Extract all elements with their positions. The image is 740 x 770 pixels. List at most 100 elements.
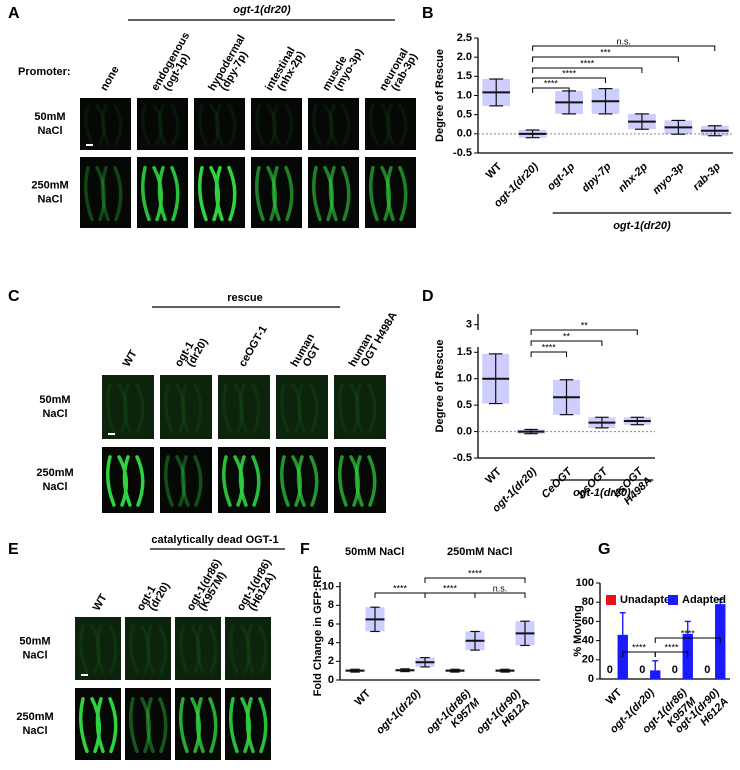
- micrograph: [175, 617, 221, 680]
- x-tick-label: rab-3p: [691, 160, 723, 192]
- worm: [214, 165, 224, 222]
- y-tick-label: 20: [582, 654, 594, 666]
- x-tick-label: ogt-1(dr20): [374, 687, 423, 736]
- panel-label: B: [422, 5, 434, 22]
- micrograph: [194, 98, 245, 150]
- worm: [251, 382, 261, 434]
- worm: [296, 455, 306, 507]
- column-label: WT: [121, 348, 140, 369]
- micrograph: [75, 617, 121, 680]
- worm: [122, 382, 132, 434]
- significance-label: ****: [562, 68, 577, 78]
- worm: [158, 624, 168, 675]
- worm: [367, 455, 377, 507]
- worm: [141, 104, 151, 146]
- worm: [90, 624, 102, 675]
- worm: [238, 382, 248, 434]
- micrograph: [218, 375, 270, 439]
- x-tick-label: ogt-1p: [545, 160, 577, 192]
- panel-header: rescue: [227, 292, 262, 304]
- row-label: 250mM: [36, 467, 73, 479]
- scale-bar: [81, 674, 88, 676]
- worm: [238, 455, 248, 507]
- y-tick-label: 0: [588, 673, 594, 685]
- worm: [95, 697, 105, 754]
- micrograph: [251, 98, 302, 150]
- worm: [296, 382, 306, 434]
- worm: [367, 382, 377, 434]
- group-label: ogt-1(dr20): [613, 220, 671, 232]
- x-tick-label: WT: [483, 465, 504, 486]
- worm: [271, 104, 281, 146]
- worm: [175, 382, 187, 434]
- y-tick-label: 60: [582, 615, 594, 627]
- y-tick-label: 100: [576, 577, 594, 589]
- row-label: NaCl: [42, 408, 67, 420]
- worm: [157, 104, 167, 146]
- worm: [222, 455, 232, 507]
- value-label: 0: [639, 664, 645, 676]
- worm: [108, 697, 118, 754]
- y-tick-label: 4: [328, 637, 335, 649]
- y-tick-label: 0.5: [457, 109, 472, 121]
- bracket: [532, 77, 606, 83]
- worm: [354, 455, 364, 507]
- worm: [398, 104, 408, 146]
- worm: [208, 624, 218, 675]
- bracket: [532, 67, 643, 73]
- worm: [369, 104, 379, 146]
- x-tick-label: WT: [604, 686, 625, 707]
- worm: [195, 624, 205, 675]
- y-tick-label: 10: [322, 581, 334, 593]
- micrograph: [160, 375, 212, 439]
- worm: [79, 697, 89, 754]
- micrograph: [334, 375, 386, 439]
- significance-label: ****: [580, 58, 595, 68]
- row-label: 50mM: [39, 394, 70, 406]
- significance-label: ****: [664, 642, 679, 652]
- worm: [164, 382, 174, 434]
- worm: [258, 624, 268, 675]
- worm: [152, 104, 164, 146]
- micrograph: [80, 98, 131, 150]
- significance-label: **: [581, 320, 589, 330]
- significance-label: ****: [393, 583, 408, 593]
- significance-label: **: [563, 331, 571, 341]
- worm: [95, 165, 107, 222]
- y-tick-label: -0.5: [453, 452, 472, 464]
- worm: [209, 104, 221, 146]
- worm: [106, 455, 116, 507]
- worm: [100, 104, 110, 146]
- worm: [106, 382, 116, 434]
- significance-label: ****: [544, 78, 559, 88]
- legend-label: Unadapted: [620, 594, 677, 606]
- panel-label: E: [8, 541, 19, 558]
- worm: [349, 382, 361, 434]
- panel-header: catalytically dead OGT-1: [151, 534, 278, 546]
- micrograph: [80, 157, 131, 228]
- panel-label: F: [300, 541, 310, 558]
- worm: [179, 697, 189, 754]
- worm: [284, 104, 294, 146]
- row-label: 50mM: [34, 111, 65, 123]
- column-label: WT: [91, 592, 110, 613]
- worm: [198, 104, 208, 146]
- y-tick-label: 1.5: [457, 346, 472, 358]
- worm: [95, 624, 105, 675]
- y-tick-label: 3: [466, 319, 472, 331]
- worm: [100, 165, 110, 222]
- y-tick-label: -0.5: [453, 147, 472, 159]
- worm: [240, 624, 252, 675]
- worm: [175, 455, 187, 507]
- y-tick-label: 2.0: [457, 51, 472, 63]
- worm: [84, 165, 94, 222]
- worm: [158, 697, 168, 754]
- y-tick-label: 2.5: [457, 32, 472, 44]
- worm: [145, 697, 155, 754]
- worm: [113, 165, 123, 222]
- worm: [266, 104, 278, 146]
- row-label: NaCl: [22, 649, 47, 661]
- scale-bar: [86, 144, 93, 146]
- group-label: ogt-1(dr20): [573, 487, 631, 499]
- worm: [385, 104, 395, 146]
